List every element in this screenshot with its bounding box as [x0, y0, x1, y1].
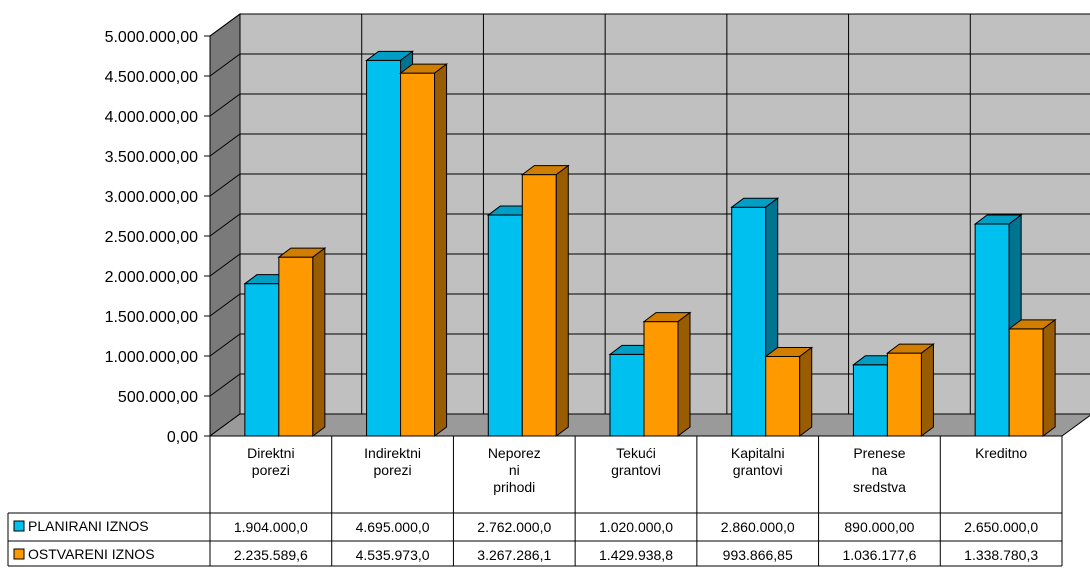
category-label: na — [872, 462, 888, 478]
category-label: sredstva — [853, 479, 906, 495]
data-label: 1.904.000,0 — [234, 519, 308, 535]
category-label: Direktni — [247, 445, 294, 461]
bar-front — [886, 352, 922, 437]
data-label: 3.267.286,1 — [477, 547, 551, 563]
bar-front — [765, 355, 801, 437]
bar-side — [677, 311, 691, 437]
bar-front — [400, 72, 436, 437]
bar-side — [799, 346, 813, 437]
legend-label: OSTVARENI IZNOS — [28, 546, 155, 562]
bar-ostvareni — [642, 311, 692, 437]
y-tick-label: 1.500.000,00 — [105, 309, 199, 326]
y-tick-label: 1.000.000,00 — [105, 349, 199, 366]
bar-front — [609, 353, 645, 437]
data-label: 2.762.000,0 — [477, 519, 551, 535]
category-label: ni — [509, 462, 520, 478]
data-label: 1.429.938,8 — [599, 547, 673, 563]
bar-ostvareni — [520, 164, 570, 437]
y-tick-label: 4.500.000,00 — [105, 69, 199, 86]
category-label: Neporez — [488, 445, 541, 461]
data-label: 1.036.177,6 — [842, 547, 916, 563]
y-tick-label: 0,00 — [167, 429, 198, 446]
bar-side — [1042, 318, 1056, 437]
bar-ostvareni — [1007, 318, 1057, 437]
category-label: porezi — [374, 462, 412, 478]
data-label: 1.338.780,3 — [964, 547, 1038, 563]
bar-side — [312, 247, 326, 437]
bar-front — [487, 214, 523, 437]
bar-front — [521, 174, 557, 437]
bar-ostvareni — [399, 63, 449, 437]
legend-label: PLANIRANI IZNOS — [28, 518, 149, 534]
bar-ostvareni — [277, 247, 327, 437]
data-label: 4.695.000,0 — [356, 519, 430, 535]
bar-front — [278, 256, 314, 437]
category-label: Tekući — [616, 445, 656, 461]
bar-side — [434, 63, 448, 437]
legend-swatch — [13, 548, 25, 560]
y-tick-label: 500.000,00 — [118, 389, 198, 406]
y-tick-label: 4.000.000,00 — [105, 109, 199, 126]
category-label: Kapitalni — [731, 445, 785, 461]
y-axis-ticks: 0,00 500.000,00 1.000.000,00 1.500.000,00 2.… — [105, 29, 210, 446]
bar-front — [366, 59, 402, 437]
y-tick-label: 2.000.000,00 — [105, 269, 199, 286]
bar-front — [974, 223, 1010, 437]
data-label: 2.860.000,0 — [721, 519, 795, 535]
category-label: Indirektni — [364, 445, 421, 461]
data-label: 890.000,00 — [844, 519, 914, 535]
data-label: 4.535.973,0 — [356, 547, 430, 563]
category-label: grantovi — [733, 462, 783, 478]
y-tick-label: 3.000.000,00 — [105, 189, 199, 206]
y-tick-label: 2.500.000,00 — [105, 229, 199, 246]
y-tick-label: 3.500.000,00 — [105, 149, 199, 166]
category-label: porezi — [252, 462, 290, 478]
data-label: 1.020.000,0 — [599, 519, 673, 535]
category-label: Kreditno — [975, 445, 1027, 461]
y-tick-label: 5.000.000,00 — [105, 29, 199, 46]
legend-swatch — [13, 520, 25, 532]
bar-side — [920, 343, 934, 437]
bar-ostvareni — [764, 346, 814, 437]
category-label: Prenese — [853, 445, 905, 461]
data-label: 2.650.000,0 — [964, 519, 1038, 535]
data-table: DirektniporeziIndirektniporeziNeporeznip… — [7, 435, 1063, 567]
bar-front — [852, 364, 888, 437]
bar-side — [555, 164, 569, 437]
category-label: grantovi — [611, 462, 661, 478]
bar-planirani — [730, 197, 780, 437]
bar-front — [731, 206, 767, 437]
bar-front — [1008, 328, 1044, 437]
chart-bars — [243, 50, 1057, 437]
data-label: 2.235.589,6 — [234, 547, 308, 563]
chart-gridlines — [209, 13, 1090, 437]
data-label: 993.866,85 — [723, 547, 793, 563]
bar-front — [643, 321, 679, 437]
category-label: prihodi — [493, 479, 535, 495]
bar-ostvareni — [885, 343, 935, 437]
bar-front — [244, 283, 280, 437]
